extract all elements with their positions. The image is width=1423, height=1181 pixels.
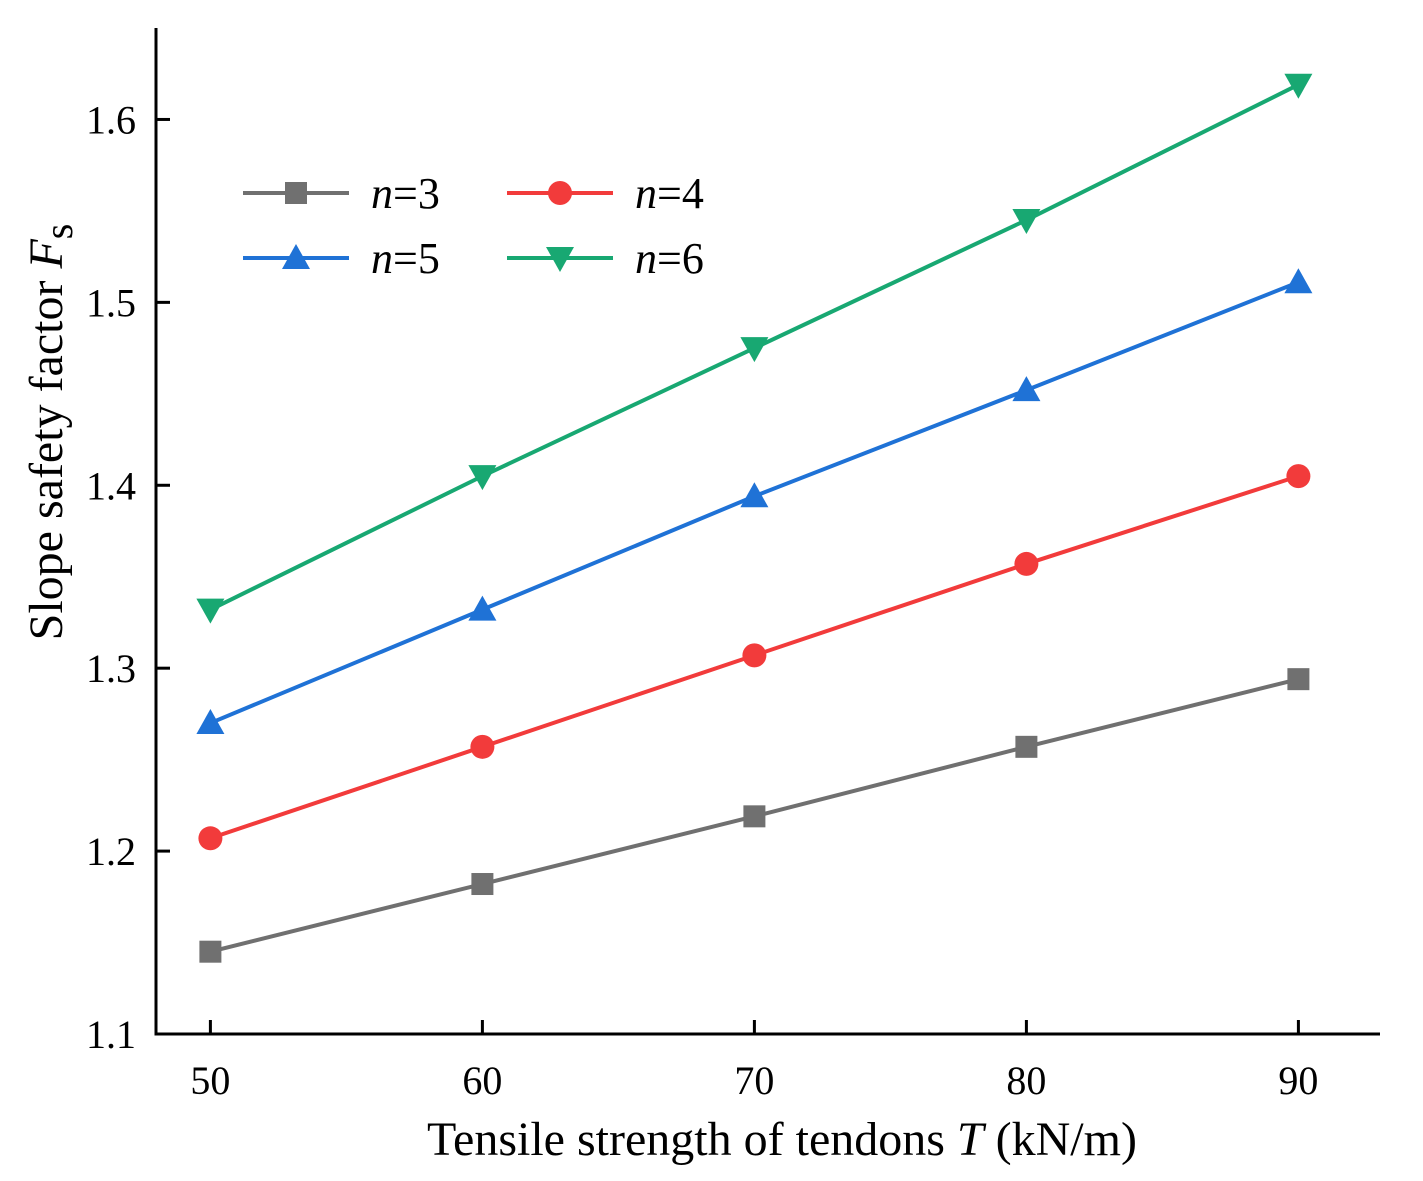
series-n=6 [196, 73, 1313, 624]
legend-entry: n=6 [507, 234, 704, 283]
y-tick-label: 1.1 [86, 1012, 136, 1057]
data-point [1014, 551, 1039, 576]
y-tick-label: 1.3 [86, 646, 136, 691]
data-point [1015, 735, 1038, 758]
series-n=3 [199, 668, 1310, 963]
x-tick-label: 50 [190, 1058, 230, 1103]
legend-label: n=6 [635, 234, 704, 283]
data-point [740, 482, 769, 508]
legend: n=3 n=4 n=5 n=6 [243, 169, 704, 283]
legend-marker [282, 244, 310, 269]
data-point [198, 826, 223, 851]
data-point [468, 465, 497, 491]
x-tick-label: 60 [462, 1058, 502, 1103]
data-point [1284, 73, 1313, 99]
y-tick-label: 1.2 [86, 829, 136, 874]
data-point [1012, 376, 1041, 402]
legend-entry: n=3 [243, 169, 440, 218]
data-point [1286, 464, 1311, 489]
y-tick-label: 1.4 [86, 463, 136, 508]
data-point [1012, 209, 1041, 235]
x-tick-label: 80 [1006, 1058, 1046, 1103]
legend-marker [285, 182, 307, 204]
y-tick-label: 1.5 [86, 280, 136, 325]
data-point [468, 595, 497, 621]
y-tick-label: 1.6 [86, 97, 136, 142]
legend-label: n=5 [371, 234, 440, 283]
data-point [1287, 668, 1310, 691]
data-point [1284, 268, 1313, 294]
data-point [740, 337, 769, 363]
legend-marker [546, 247, 574, 272]
plot-area [196, 73, 1313, 963]
data-point [471, 873, 494, 896]
y-axis-title: Slope safety factor Fs [20, 224, 81, 641]
legend-label: n=4 [635, 169, 704, 218]
x-tick-label: 90 [1278, 1058, 1318, 1103]
x-tick-label: 70 [734, 1058, 774, 1103]
data-point [743, 805, 766, 828]
data-point [196, 709, 225, 735]
data-point [742, 643, 767, 668]
legend-label: n=3 [371, 169, 440, 218]
data-point [196, 598, 225, 624]
data-point [199, 940, 222, 963]
data-point [470, 734, 495, 759]
legend-entry: n=5 [243, 234, 440, 283]
series-n=4 [198, 464, 1311, 851]
series-n=5 [196, 268, 1313, 735]
legend-marker [548, 181, 572, 205]
x-axis-title: Tensile strength of tendons T (kN/m) [427, 1113, 1137, 1166]
legend-entry: n=4 [507, 169, 704, 218]
axes: 50 60 70 80 90 1.1 1.2 1.3 1.4 1.5 1.6 [86, 28, 1380, 1103]
